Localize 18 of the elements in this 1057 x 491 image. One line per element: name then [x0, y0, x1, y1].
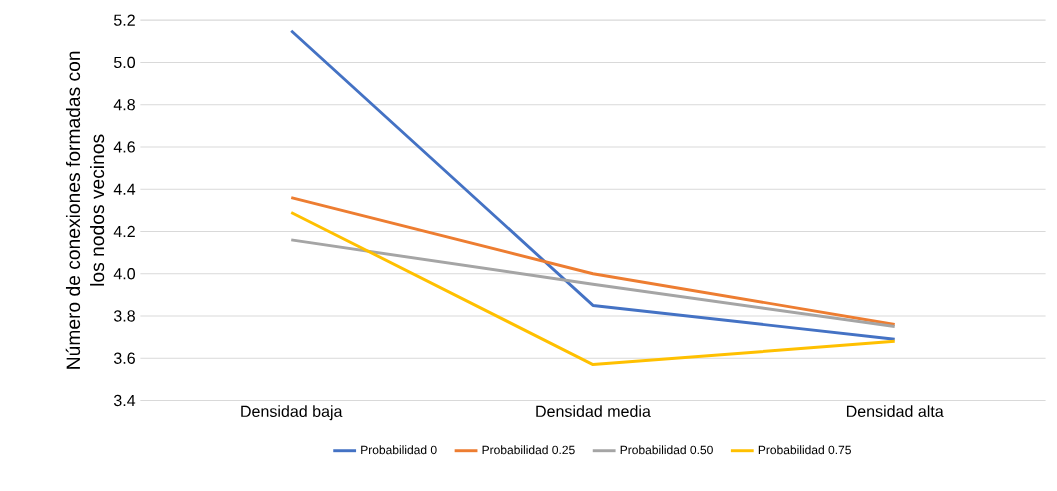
y-tick-label: 4.8 [113, 99, 135, 111]
y-tick-label: 3.6 [113, 352, 135, 365]
y-tick-label: 5.2 [113, 14, 135, 26]
y-tick-label: 5.0 [113, 56, 136, 69]
y-tick-label: 4.4 [113, 183, 136, 195]
y-axis-title: Número de conexiones formadas con los nodos vecinos [65, 51, 105, 369]
legend-label: Probabilidad 0.25 [482, 445, 575, 455]
y-tick-label: 3.4 [113, 395, 136, 407]
x-tick-label: Densidad alta [846, 405, 944, 418]
legend-label: Probabilidad 0 [361, 445, 437, 455]
legend-label: Probabilidad 0.50 [620, 445, 713, 455]
x-tick-label: Densidad baja [241, 405, 343, 421]
y-tick-label: 4.6 [113, 141, 135, 153]
y-tick-label: 4.2 [113, 226, 135, 238]
y-tick-label: 4.0 [113, 268, 136, 280]
legend-label: Probabilidad 0.75 [758, 445, 851, 455]
x-tick-label: Densidad media [536, 405, 651, 418]
y-tick-label: 3.8 [113, 310, 135, 322]
